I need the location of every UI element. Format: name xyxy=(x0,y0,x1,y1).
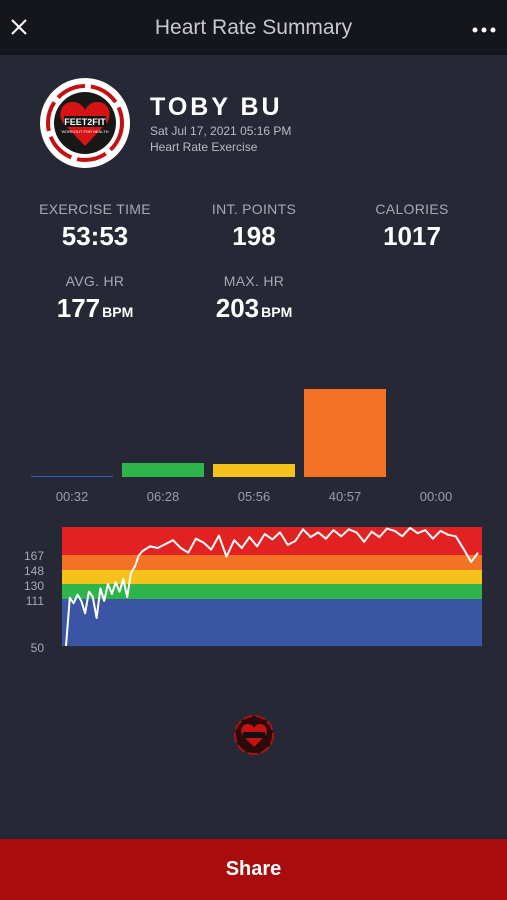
stat-value: 177 BPM xyxy=(25,293,165,324)
avatar: FEET2FIT WORKOUT FOR HEALTH xyxy=(40,78,130,168)
zone-bar xyxy=(31,476,113,477)
stat-max-hr: MAX. HR 203 BPM xyxy=(184,273,324,324)
session-datetime: Sat Jul 17, 2021 05:16 PM xyxy=(150,124,292,138)
feet2fit-logo-icon xyxy=(233,714,275,756)
logo-subtext: WORKOUT FOR HEALTH xyxy=(61,129,109,134)
stat-value: 53:53 xyxy=(61,221,129,251)
hr-series-line xyxy=(65,527,479,646)
hr-line-svg xyxy=(65,527,479,646)
zone-time-label: 00:00 xyxy=(419,489,453,504)
stat-avg-hr: AVG. HR 177 BPM xyxy=(25,273,165,324)
stat-label: EXERCISE TIME xyxy=(39,201,151,217)
zone-bar xyxy=(213,464,295,477)
zone-band xyxy=(62,527,482,555)
stat-label: MAX. HR xyxy=(223,273,285,289)
avg-hr-unit: BPM xyxy=(102,304,134,320)
feet2fit-logo-icon xyxy=(46,84,124,162)
max-hr-unit: BPM xyxy=(261,304,293,320)
y-tick-label: 50 xyxy=(30,641,44,655)
share-button[interactable]: Share xyxy=(0,839,507,900)
stat-calories: CALORIES 1017 xyxy=(342,201,482,252)
zone-band xyxy=(62,569,482,584)
zone-bar xyxy=(304,389,386,477)
logo-text: FEET2FIT xyxy=(64,117,106,127)
stat-value: 198 xyxy=(232,221,276,251)
avg-hr-value: 177 xyxy=(56,293,101,323)
zone-band xyxy=(62,555,482,570)
more-horizontal-icon[interactable] xyxy=(471,22,497,33)
user-name: TOBY BU xyxy=(150,93,283,121)
stat-value: 1017 xyxy=(383,221,441,251)
zone-band xyxy=(62,598,482,646)
zone-time-label: 05:56 xyxy=(237,489,271,504)
hr-plot-area xyxy=(62,527,482,646)
stat-value: 203 BPM xyxy=(184,293,324,324)
stat-label: AVG. HR xyxy=(65,273,125,289)
zone-time-label: 06:28 xyxy=(146,489,180,504)
stat-label: CALORIES xyxy=(375,201,449,217)
y-tick-label: 167 xyxy=(23,549,44,563)
page-title: Heart Rate Summary xyxy=(154,16,353,39)
stat-exercise-time: EXERCISE TIME 53:53 xyxy=(25,201,165,252)
activity-type: Heart Rate Exercise xyxy=(150,140,258,154)
y-tick-label: 130 xyxy=(23,579,44,593)
zone-time-label: 40:57 xyxy=(328,489,362,504)
stat-label: INT. POINTS xyxy=(211,201,297,217)
zone-time-label: 00:32 xyxy=(55,489,89,504)
zone-bar xyxy=(122,463,204,477)
stat-int-points: INT. POINTS 198 xyxy=(184,201,324,252)
y-tick-label: 148 xyxy=(23,564,44,578)
y-tick-label: 111 xyxy=(25,594,44,608)
top-bar: Heart Rate Summary xyxy=(0,0,507,55)
close-icon[interactable] xyxy=(8,16,30,38)
zone-band xyxy=(62,583,482,599)
max-hr-value: 203 xyxy=(215,293,260,323)
